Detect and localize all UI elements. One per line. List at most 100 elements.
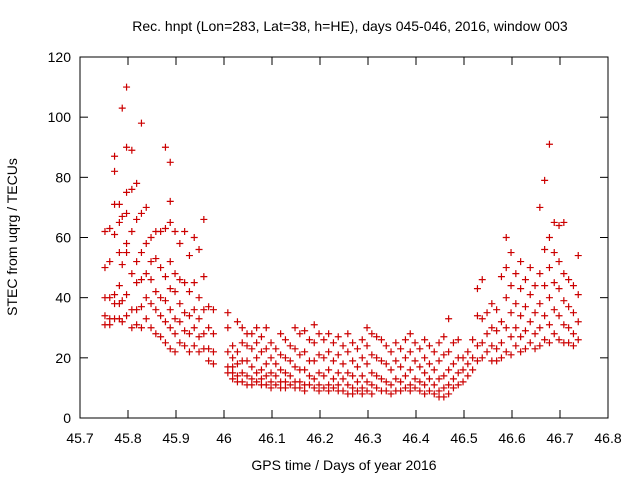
data-point <box>238 369 246 377</box>
data-point <box>449 339 457 347</box>
data-point <box>349 390 357 398</box>
data-point <box>106 321 114 329</box>
data-point <box>574 291 582 299</box>
data-point <box>368 351 376 359</box>
data-point <box>257 375 265 383</box>
data-point <box>560 218 568 226</box>
data-point <box>435 387 443 395</box>
data-point <box>267 339 275 347</box>
data-point <box>334 381 342 389</box>
data-point <box>560 270 568 278</box>
data-point <box>488 300 496 308</box>
data-point <box>229 354 237 362</box>
data-point <box>334 333 342 341</box>
data-point <box>565 276 573 284</box>
data-point <box>397 363 405 371</box>
data-point <box>166 258 174 266</box>
data-point <box>406 387 414 395</box>
data-point <box>440 372 448 380</box>
x-tick-label: 45.7 <box>66 430 93 446</box>
data-point <box>502 264 510 272</box>
data-point <box>349 384 357 392</box>
data-point <box>118 104 126 112</box>
data-point <box>531 345 539 353</box>
data-point <box>325 366 333 374</box>
plot-frame <box>79 56 609 419</box>
x-tick-label: 46.7 <box>546 430 573 446</box>
data-point <box>368 369 376 377</box>
data-point <box>181 309 189 317</box>
data-point <box>147 234 155 241</box>
data-point <box>416 378 424 386</box>
data-point <box>111 152 119 160</box>
data-point <box>353 387 361 395</box>
data-point <box>344 348 352 356</box>
data-point <box>123 83 131 91</box>
data-point <box>310 357 318 365</box>
data-point <box>512 270 520 278</box>
data-point <box>545 140 553 148</box>
data-point <box>195 246 203 254</box>
data-point <box>301 387 309 395</box>
data-point <box>440 351 448 359</box>
data-point <box>363 324 371 332</box>
data-point <box>565 339 573 347</box>
data-point <box>238 324 246 332</box>
data-point <box>502 348 510 356</box>
data-point <box>473 342 481 350</box>
data-point <box>157 294 165 302</box>
data-point <box>106 294 114 302</box>
data-point <box>296 378 304 386</box>
x-tick-label: 45.9 <box>162 430 189 446</box>
data-point <box>397 378 405 386</box>
data-point <box>521 345 529 353</box>
data-point <box>315 387 323 395</box>
data-point <box>531 282 539 290</box>
data-point <box>262 345 270 353</box>
data-point <box>315 369 323 377</box>
y-tick-label: 20 <box>55 350 71 366</box>
data-point <box>382 360 390 368</box>
data-point <box>517 312 525 320</box>
x-tick-label: 46.3 <box>354 430 381 446</box>
data-point <box>329 384 337 392</box>
data-point <box>478 315 486 323</box>
data-point <box>152 330 160 338</box>
data-point <box>569 282 577 290</box>
data-points <box>101 83 582 401</box>
data-point <box>147 258 155 266</box>
data-point <box>101 312 109 320</box>
data-point <box>358 354 366 362</box>
data-point <box>363 360 371 368</box>
data-point <box>248 345 256 353</box>
data-point <box>526 339 534 347</box>
data-point <box>469 366 477 374</box>
data-point <box>459 354 467 362</box>
data-point <box>334 351 342 359</box>
data-point <box>272 360 280 368</box>
data-point <box>363 378 371 386</box>
data-point <box>320 354 328 362</box>
data-point <box>507 282 515 290</box>
data-point <box>195 333 203 341</box>
data-point <box>123 143 131 151</box>
data-point <box>387 390 395 398</box>
data-point <box>142 294 150 302</box>
data-point <box>430 348 438 356</box>
data-point <box>368 381 376 389</box>
data-point <box>555 258 563 266</box>
data-point <box>111 230 119 238</box>
data-point <box>339 387 347 395</box>
data-point <box>550 306 558 314</box>
data-point <box>435 375 443 383</box>
data-point <box>517 285 525 293</box>
data-point <box>320 372 328 380</box>
data-point <box>209 306 217 314</box>
data-point <box>262 372 270 380</box>
data-point <box>185 348 193 356</box>
data-point <box>449 384 457 392</box>
data-point <box>137 276 145 284</box>
data-point <box>310 384 318 392</box>
data-point <box>507 333 515 341</box>
data-point <box>281 384 289 392</box>
